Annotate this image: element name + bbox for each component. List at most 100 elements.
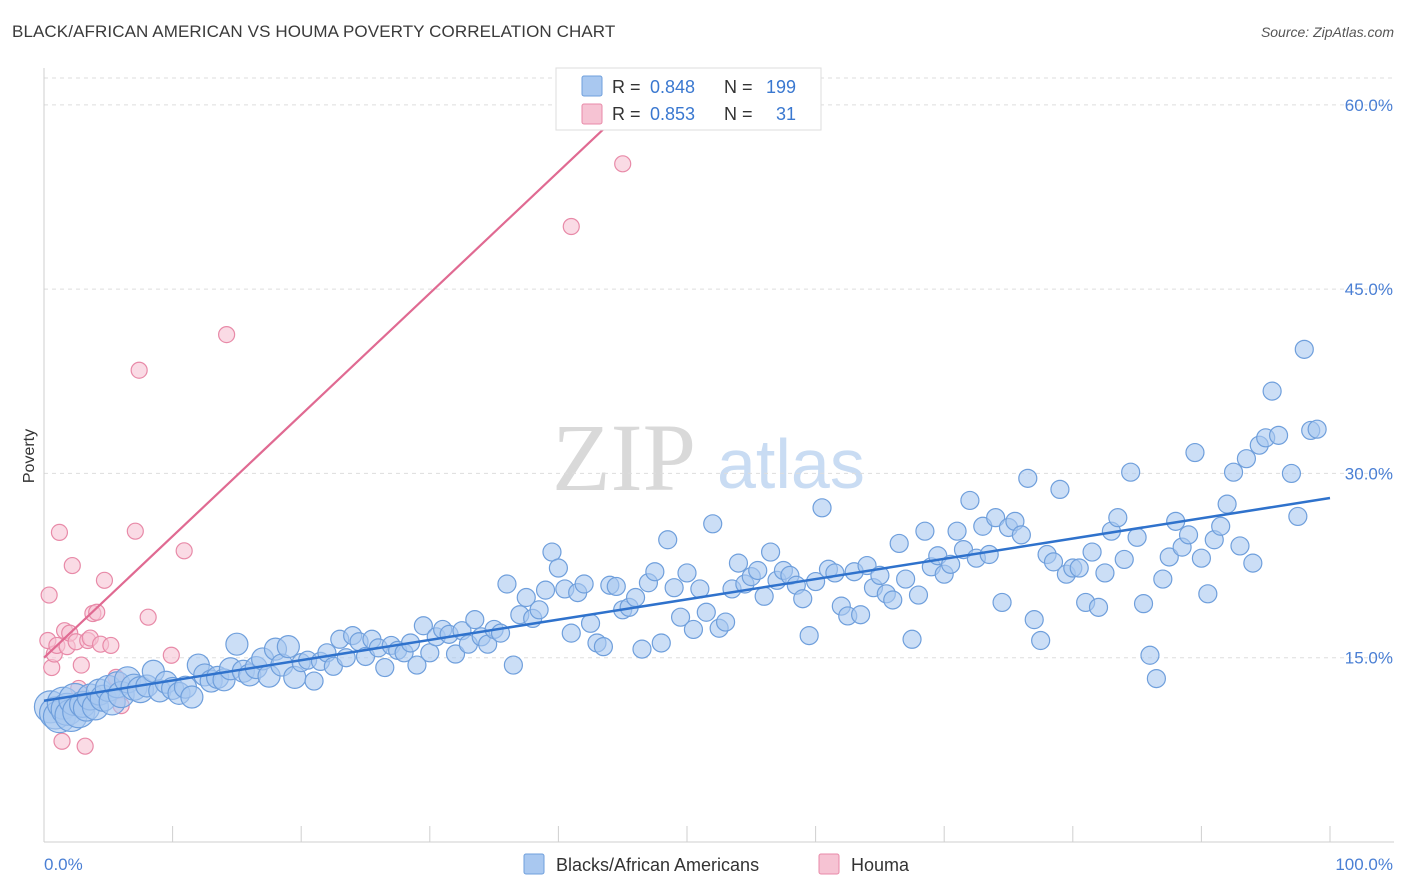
chart-title: BLACK/AFRICAN AMERICAN VS HOUMA POVERTY …	[12, 22, 616, 41]
black-point	[896, 569, 916, 589]
black-point	[986, 508, 1006, 528]
black-point	[276, 635, 300, 659]
black-point	[632, 639, 652, 659]
watermark: ZIP atlas	[552, 404, 865, 511]
legend-label-blacks: Blacks/African Americans	[556, 855, 759, 875]
trend-line-blacks	[43, 496, 1331, 702]
legend-label-houma: Houma	[851, 855, 910, 875]
houma-point	[95, 571, 114, 589]
y-tick-label: 15.0%	[1345, 649, 1393, 668]
y-tick-labels: 15.0% 30.0% 45.0% 60.0%	[1345, 96, 1393, 668]
black-point	[947, 521, 967, 541]
black-point	[1140, 645, 1160, 665]
black-point	[1024, 610, 1044, 630]
legend-swatch-houma	[818, 853, 840, 875]
black-point	[606, 576, 626, 597]
legend-r-label-blue: R =	[612, 77, 641, 97]
black-point	[941, 554, 961, 574]
black-point	[407, 655, 427, 675]
black-point	[992, 592, 1012, 613]
black-point	[1211, 516, 1231, 536]
black-points	[33, 339, 1327, 734]
black-point	[529, 600, 549, 620]
black-point	[754, 586, 774, 606]
black-point	[1082, 542, 1102, 562]
black-point	[1043, 552, 1064, 572]
black-point	[908, 585, 929, 605]
legend-swatch-blacks	[523, 853, 545, 875]
houma-point	[40, 586, 58, 604]
legend-n-label-pink: N =	[724, 104, 753, 124]
houma-point	[162, 646, 180, 664]
black-point	[1018, 468, 1038, 488]
black-point	[1198, 584, 1218, 604]
black-point	[542, 542, 562, 562]
houma-point	[50, 523, 69, 542]
black-point	[915, 521, 935, 541]
black-point	[1031, 630, 1051, 651]
black-point	[1108, 508, 1128, 528]
black-point	[748, 560, 768, 581]
black-point	[304, 671, 324, 691]
legend-n-value-pink: 31	[776, 104, 796, 124]
houma-point	[63, 556, 81, 575]
black-point	[760, 542, 781, 562]
black-point	[580, 613, 601, 633]
x-tick-label-min: 0.0%	[44, 855, 83, 874]
black-point	[1069, 558, 1089, 578]
black-point	[960, 490, 980, 511]
legend-r-label-pink: R =	[612, 104, 641, 124]
black-point	[497, 574, 517, 594]
black-point	[1121, 462, 1141, 482]
black-point	[516, 587, 536, 608]
y-tick-label: 45.0%	[1345, 280, 1393, 299]
watermark-atlas: atlas	[717, 425, 865, 503]
black-point	[728, 553, 749, 573]
black-point	[1185, 442, 1205, 463]
black-point	[1294, 339, 1314, 359]
black-point	[574, 574, 594, 594]
black-point	[979, 544, 999, 565]
houma-point	[72, 656, 90, 674]
black-point	[445, 644, 466, 664]
black-point	[1288, 506, 1308, 527]
y-tick-label: 60.0%	[1345, 96, 1393, 115]
black-point	[1127, 527, 1147, 547]
black-point	[1088, 597, 1109, 617]
black-point	[1243, 553, 1263, 573]
black-point	[1217, 494, 1237, 514]
black-point	[548, 558, 569, 578]
houma-point	[126, 522, 144, 540]
black-point	[1133, 594, 1154, 614]
black-point	[1114, 549, 1134, 570]
black-point	[670, 607, 691, 627]
black-point	[793, 589, 813, 609]
black-point	[812, 498, 832, 518]
black-point	[465, 610, 485, 630]
trend-lines	[43, 110, 1331, 702]
x-ticks	[172, 826, 1331, 842]
black-point	[825, 563, 845, 583]
black-point	[883, 590, 903, 610]
black-point	[715, 612, 736, 632]
source-credit: Source: ZipAtlas.com	[1260, 24, 1394, 40]
black-point	[225, 632, 249, 656]
y-axis-title: Poverty	[21, 429, 38, 483]
black-point	[1095, 563, 1115, 583]
houma-point	[614, 155, 632, 173]
black-point	[851, 605, 871, 625]
watermark-zip: ZIP	[552, 404, 696, 511]
gridlines	[44, 77, 1394, 659]
black-point	[651, 633, 671, 653]
houma-point	[175, 542, 193, 560]
legend-n-label-blue: N =	[724, 77, 753, 97]
black-point	[645, 562, 665, 582]
series-legend: Blacks/African Americans Houma	[523, 853, 910, 875]
houma-point	[139, 608, 157, 626]
black-point	[683, 619, 704, 640]
black-point	[625, 587, 646, 608]
black-point	[375, 657, 395, 678]
black-point	[593, 637, 614, 657]
houma-point	[218, 326, 236, 344]
